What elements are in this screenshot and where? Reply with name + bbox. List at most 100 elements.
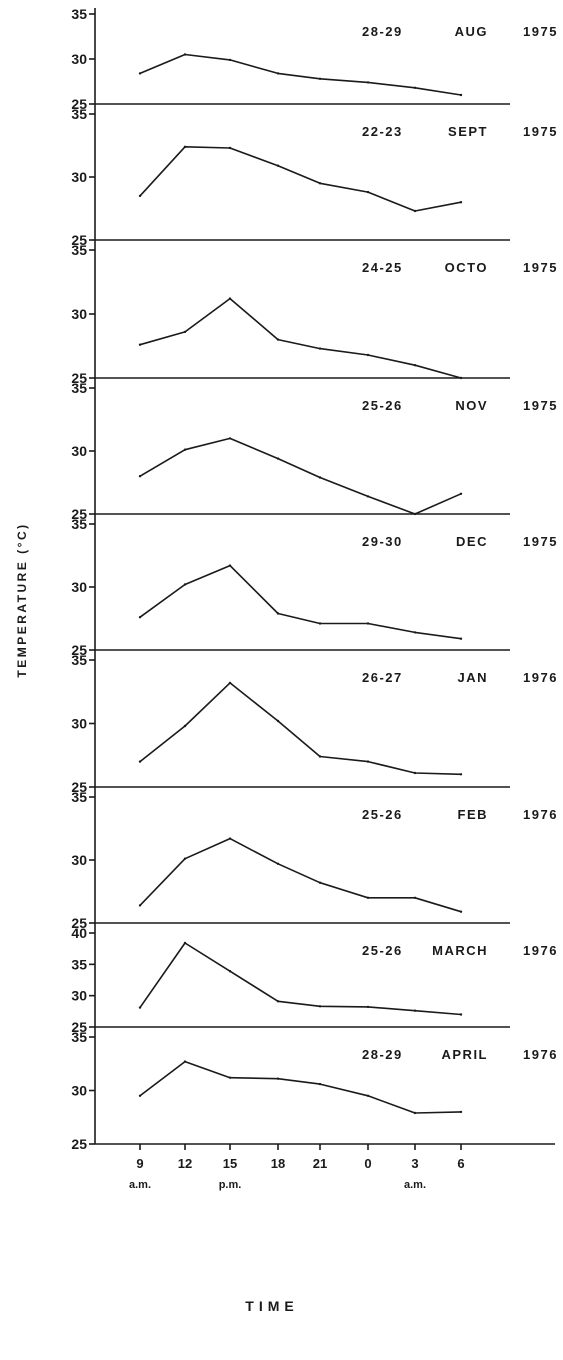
data-point (138, 1006, 142, 1009)
panel-8: 25 30 35 40 25-26 MARCH 1976 (71, 925, 558, 1035)
data-point (138, 1094, 142, 1098)
series-line-jan (139, 682, 462, 776)
data-point (183, 857, 187, 860)
x-tick-label: 18 (271, 1156, 285, 1171)
panel-year-label: 1976 (523, 807, 558, 822)
data-point (276, 1000, 280, 1003)
data-point (228, 681, 232, 685)
data-point (138, 72, 142, 75)
panel-days-label: 29-30 (362, 534, 403, 549)
data-point (459, 376, 463, 380)
data-point (413, 631, 417, 634)
y-tick-label: 35 (71, 652, 87, 668)
data-point (459, 492, 463, 495)
panel-9: 25 30 35 28-29 APRIL 1976 (71, 1029, 556, 1152)
y-tick-label: 25 (71, 232, 87, 248)
panel-year-label: 1976 (523, 670, 558, 685)
data-point (276, 862, 280, 865)
data-point (413, 86, 417, 90)
data-point (318, 77, 322, 81)
panel-days-label: 24-25 (362, 260, 403, 275)
y-tick-label: 25 (71, 506, 87, 522)
data-point (138, 343, 142, 346)
data-point (138, 760, 142, 763)
data-point (318, 755, 322, 758)
y-tick-label: 30 (71, 716, 87, 732)
y-tick-label: 30 (71, 443, 87, 459)
data-point (276, 1077, 280, 1080)
data-point (183, 583, 187, 586)
data-point (413, 512, 417, 516)
data-point (276, 164, 280, 167)
data-point (366, 622, 370, 625)
panel-month-label: JAN (457, 670, 488, 685)
data-point (276, 457, 280, 460)
data-point (228, 297, 232, 300)
panel-month-label: MARCH (432, 943, 488, 958)
x-axis: 9 12 15 18 21 0 3 6 a.m. p.m. a.m. (129, 1144, 465, 1191)
data-point (318, 182, 322, 185)
data-point (228, 837, 232, 840)
panel-days-label: 25-26 (362, 943, 403, 958)
panel-year-label: 1976 (523, 943, 558, 958)
data-point (413, 1111, 417, 1115)
data-point (459, 910, 463, 913)
x-tick-label: 12 (178, 1156, 192, 1171)
panel-month-label: FEB (458, 807, 489, 822)
data-point (228, 58, 232, 62)
x-tick-label: 21 (313, 1156, 327, 1171)
y-tick-label: 35 (71, 6, 87, 22)
panel-month-label: NOV (455, 398, 488, 413)
y-tick-label: 25 (71, 642, 87, 658)
data-point (413, 1009, 417, 1012)
y-tick-label: 35 (71, 956, 87, 972)
data-point (276, 719, 280, 723)
data-point (459, 1013, 463, 1016)
data-point (318, 622, 322, 625)
data-point (366, 81, 370, 84)
x-tick-label: 3 (411, 1156, 418, 1171)
panel-days-label: 28-29 (362, 1047, 403, 1062)
panel-year-label: 1975 (523, 24, 558, 39)
data-point (228, 970, 232, 973)
data-point (183, 1060, 187, 1063)
data-point (366, 760, 370, 763)
data-point (459, 637, 463, 640)
data-point (413, 364, 417, 367)
y-tick-label: 25 (71, 779, 87, 795)
y-tick-label: 30 (71, 852, 87, 868)
data-point (183, 724, 187, 728)
data-point (459, 201, 463, 204)
panel-1: 25 30 35 28-29 AUG 1975 (71, 6, 558, 112)
data-point (183, 145, 187, 148)
panel-year-label: 1975 (523, 124, 558, 139)
panel-year-label: 1975 (523, 534, 558, 549)
data-point (366, 1005, 370, 1009)
data-point (183, 448, 187, 451)
y-tick-label: 25 (71, 1019, 87, 1035)
y-tick-label: 25 (71, 915, 87, 931)
data-point (138, 194, 142, 198)
data-point (318, 881, 322, 884)
series-line-march (139, 942, 462, 1016)
data-point (318, 347, 322, 350)
panel-2: 25 30 35 22-23 SEPT 1975 (71, 106, 558, 248)
data-point (366, 495, 370, 498)
data-point (459, 773, 463, 776)
panel-year-label: 1975 (523, 260, 558, 275)
y-tick-label: 30 (71, 306, 87, 322)
data-point (228, 146, 232, 150)
data-point (138, 904, 142, 907)
y-tick-label: 30 (71, 51, 87, 67)
panel-month-label: APRIL (442, 1047, 489, 1062)
panel-days-label: 26-27 (362, 670, 403, 685)
data-point (459, 1110, 463, 1114)
data-point (318, 1005, 322, 1008)
x-sub-label: p.m. (219, 1179, 242, 1191)
data-point (183, 53, 187, 56)
data-point (366, 190, 370, 194)
data-point (318, 476, 322, 479)
